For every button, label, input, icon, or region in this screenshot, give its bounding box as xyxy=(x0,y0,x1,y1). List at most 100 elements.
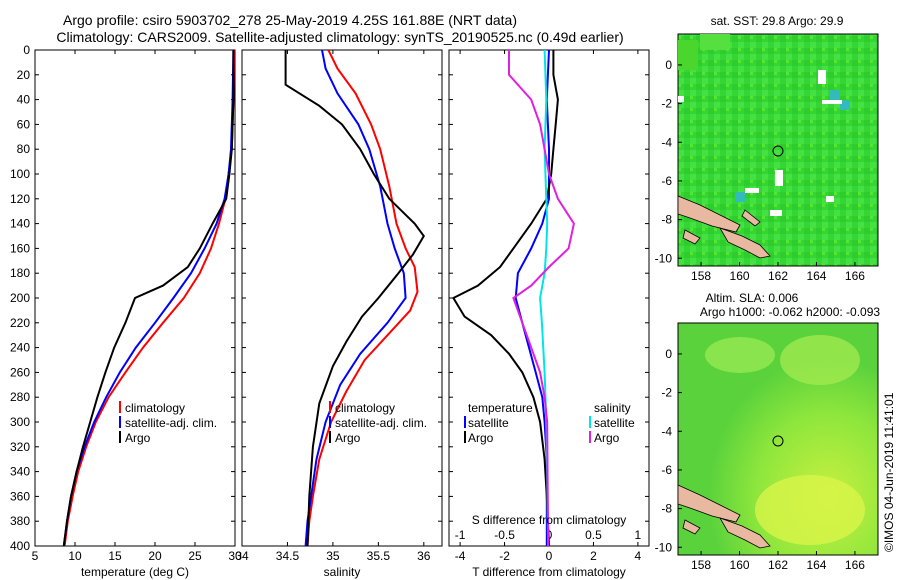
legend-salinity: salinity xyxy=(594,401,631,415)
depth-tick-label: 340 xyxy=(10,465,30,479)
map-x-tick-label: 166 xyxy=(845,269,865,283)
depth-tick-label: 380 xyxy=(10,514,30,528)
depth-tick-label: 360 xyxy=(10,489,30,503)
figure-title-line2: Climatology: CARS2009. Satellite-adjuste… xyxy=(56,29,623,45)
x-tick-label: 30 xyxy=(228,549,242,563)
map-y-tick-label: -4 xyxy=(661,135,672,149)
salinity-xlabel: salinity xyxy=(324,565,361,579)
x-tick-label: 5 xyxy=(32,549,39,563)
map-y-tick-label: -10 xyxy=(655,540,673,554)
depth-tick-label: 180 xyxy=(10,266,30,280)
s-tick-label: 0.5 xyxy=(585,528,602,542)
s-tick-label: 1 xyxy=(635,528,642,542)
s-tick-label: -1 xyxy=(455,528,466,542)
legend-argo: Argo xyxy=(335,431,361,445)
legend-satellite: satellite xyxy=(468,416,509,430)
map-y-tick-label: 0 xyxy=(665,58,672,72)
sla-map-title-1: Altim. SLA: 0.006 xyxy=(706,291,799,305)
legend-argo: Argo xyxy=(468,431,494,445)
legend-climatology: climatology xyxy=(125,401,185,415)
difference-x-axis: -4 -2 0 2 4-1 -0.5 0 0.5 1 xyxy=(455,50,642,563)
x-tick-label: 4 xyxy=(635,549,642,563)
series-line-argo xyxy=(62,50,235,546)
s-tick-label: -0.5 xyxy=(494,528,515,542)
depth-tick-label: 160 xyxy=(10,241,30,255)
difference-legend-right: salinity satellite Argo xyxy=(589,401,635,445)
legend-temperature: temperature xyxy=(468,401,533,415)
map-y-tick-label: -2 xyxy=(661,386,672,400)
x-tick-label: 36 xyxy=(417,549,431,563)
sst-map xyxy=(677,33,879,267)
depth-tick-label: 300 xyxy=(10,415,30,429)
map-y-tick-label: -8 xyxy=(661,502,672,516)
legend-climatology: climatology xyxy=(335,401,395,415)
difference-xlabel-top: S difference from climatology xyxy=(472,513,627,527)
depth-tick-label: 0 xyxy=(23,43,30,57)
depth-tick-label: 320 xyxy=(10,440,30,454)
salinity-series xyxy=(284,50,425,546)
x-tick-label: -4 xyxy=(455,549,466,563)
legend-satellite: satellite-adj. clim. xyxy=(335,416,427,430)
depth-tick-label: 240 xyxy=(10,341,30,355)
map-x-tick-label: 166 xyxy=(845,558,865,572)
x-tick-label: 25 xyxy=(188,549,202,563)
map-x-tick-label: 158 xyxy=(691,269,711,283)
depth-tick-label: 120 xyxy=(10,192,30,206)
map-y-tick-label: -6 xyxy=(661,463,672,477)
x-tick-label: -2 xyxy=(499,549,510,563)
series-line-satellite-adj-clim- xyxy=(304,50,407,546)
difference-series xyxy=(451,50,575,546)
legend-argo: Argo xyxy=(125,431,151,445)
depth-tick-label: 80 xyxy=(17,142,31,156)
salinity-x-axis: 34 34.5 35 35.5 36 xyxy=(235,50,431,563)
series-line-argo xyxy=(284,50,425,546)
depth-axis: 0 20 40 60 80 100 120 140 160 180 200 220 240 260 280 3… xyxy=(10,43,649,553)
map-y-tick-label: 0 xyxy=(665,347,672,361)
map-x-tick-label: 160 xyxy=(730,269,750,283)
map-x-tick-label: 162 xyxy=(768,269,788,283)
sst-map-axes: 158 160 162 164 166 0 -2 -4 -6 -8 -10 xyxy=(655,58,866,283)
series-line-t-argo xyxy=(451,50,559,546)
sst-map-title: sat. SST: 29.8 Argo: 29.9 xyxy=(711,14,844,28)
temperature-legend: climatology satellite-adj. clim. Argo xyxy=(119,401,217,445)
salinity-legend: climatology satellite-adj. clim. Argo xyxy=(329,401,427,445)
map-x-tick-label: 164 xyxy=(806,269,826,283)
series-line-climatology xyxy=(306,50,419,546)
series-line-s-argo xyxy=(508,50,575,546)
x-tick-label: 34.5 xyxy=(276,549,300,563)
sla-map-title-2: Argo h1000: -0.062 h2000: -0.093 xyxy=(700,305,880,319)
temperature-xlabel: temperature (deg C) xyxy=(81,565,189,579)
map-x-tick-label: 164 xyxy=(806,558,826,572)
sla-map xyxy=(677,322,879,556)
depth-tick-label: 140 xyxy=(10,217,30,231)
sla-map-axes: 158 160 162 164 166 0 -2 -4 -6 -8 -10 xyxy=(655,347,866,572)
map-y-tick-label: -6 xyxy=(661,174,672,188)
depth-tick-label: 260 xyxy=(10,365,30,379)
temperature-series xyxy=(62,50,235,546)
legend-satellite: satellite-adj. clim. xyxy=(125,416,217,430)
map-y-tick-label: -8 xyxy=(661,213,672,227)
map-y-tick-label: -4 xyxy=(661,424,672,438)
x-tick-label: 2 xyxy=(590,549,597,563)
depth-tick-label: 200 xyxy=(10,291,30,305)
legend-satellite: satellite xyxy=(594,416,635,430)
x-tick-label: 15 xyxy=(108,549,122,563)
map-y-tick-label: -2 xyxy=(661,97,672,111)
x-tick-label: 34 xyxy=(235,549,249,563)
depth-tick-label: 220 xyxy=(10,316,30,330)
difference-axes xyxy=(448,49,650,547)
depth-tick-label: 40 xyxy=(17,93,31,107)
difference-xlabel: T difference from climatology xyxy=(472,565,626,579)
map-x-tick-label: 160 xyxy=(730,558,750,572)
map-x-tick-label: 158 xyxy=(691,558,711,572)
legend-argo: Argo xyxy=(594,431,620,445)
x-tick-label: 20 xyxy=(148,549,162,563)
depth-tick-label: 400 xyxy=(10,539,30,553)
x-tick-label: 10 xyxy=(68,549,82,563)
x-tick-label: 0 xyxy=(546,549,553,563)
depth-tick-label: 280 xyxy=(10,390,30,404)
temperature-x-axis: 5 10 15 20 25 30 xyxy=(32,50,242,563)
depth-tick-label: 20 xyxy=(17,68,31,82)
depth-tick-label: 100 xyxy=(10,167,30,181)
map-y-tick-label: -10 xyxy=(655,251,673,265)
